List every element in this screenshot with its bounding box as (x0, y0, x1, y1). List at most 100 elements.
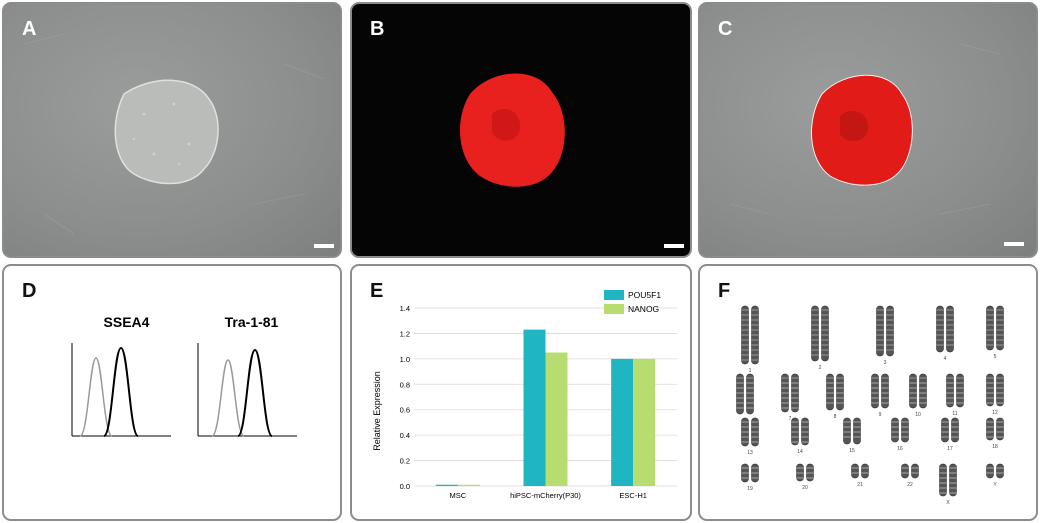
colony-fluorescence (459, 73, 565, 187)
chromosome (871, 373, 879, 409)
x-tick-label: MSC (449, 491, 466, 500)
y-tick-label: 1.2 (400, 329, 410, 338)
chromosome-label: 2 (819, 365, 822, 371)
chromosome (996, 305, 1004, 351)
chromosome-label: 20 (802, 485, 808, 491)
chromosome (986, 417, 994, 441)
chromosome (986, 463, 994, 479)
panel-d: D SSEA4 Tra-1-81 (2, 264, 342, 521)
scale-bar (1004, 242, 1024, 246)
chromosome-label: 4 (944, 356, 947, 362)
chromosome (861, 463, 869, 479)
chromosome-label: 5 (994, 354, 997, 360)
chromosome-label: 3 (884, 360, 887, 366)
chromosome (851, 463, 859, 479)
panel-c: C (698, 2, 1038, 258)
chromosome-label: 11 (952, 411, 957, 417)
chromosome (901, 463, 909, 479)
panel-d-label: D (22, 280, 37, 302)
panel-b: B (350, 2, 692, 258)
chromosome-label: 1 (749, 368, 752, 374)
chromosome (806, 463, 814, 482)
colony-merged (729, 43, 1001, 215)
chromosome (996, 373, 1004, 407)
chromosome-label: 17 (947, 446, 953, 452)
legend-swatch (604, 304, 624, 314)
chromosome (941, 417, 949, 443)
chromosome (746, 373, 754, 415)
y-axis-label: Relative Expression (372, 371, 382, 451)
panel-f: F 12345678910111213141516171819202122XY (698, 264, 1038, 521)
chromosome-label: 13 (747, 450, 753, 456)
karyotype: 12345678910111213141516171819202122XY (736, 305, 1004, 506)
legend-label: NANOG (628, 304, 659, 314)
chromosome-label: Y (993, 482, 997, 488)
chromosome (736, 373, 744, 415)
chromosome-label: 9 (879, 412, 882, 418)
bar-nanog (545, 352, 568, 486)
chromosome (891, 417, 899, 443)
y-tick-label: 0.0 (400, 482, 410, 491)
chromosome (986, 373, 994, 407)
chromosome-label: 22 (907, 482, 913, 488)
y-tick-label: 0.6 (400, 406, 410, 415)
chromosome-label: 10 (915, 412, 921, 418)
y-tick-label: 0.2 (400, 457, 410, 466)
chromosome (919, 373, 927, 409)
histogram-title: Tra-1-81 (224, 314, 279, 330)
chromosome (796, 463, 804, 482)
chromosome-label: 18 (992, 444, 998, 450)
chromosome-label: 19 (747, 486, 753, 492)
legend-swatch (604, 290, 624, 300)
y-tick-label: 0.8 (400, 380, 410, 389)
chromosome (949, 463, 957, 497)
y-tick-label: 1.0 (400, 355, 410, 364)
chromosome (986, 305, 994, 351)
chromosome-label: 15 (849, 448, 855, 454)
chromosome (996, 463, 1004, 479)
chromosome (801, 417, 809, 446)
chromosome-label: 14 (797, 449, 803, 455)
scale-bar (664, 244, 684, 248)
histogram-title: SSEA4 (103, 314, 150, 330)
chromosome (836, 373, 844, 411)
bar-pou5f1 (611, 358, 634, 486)
chromosome (939, 463, 947, 497)
bar-pou5f1 (523, 329, 546, 486)
panel-b-label: B (370, 18, 385, 40)
bar-nanog (457, 484, 480, 486)
chromosome-label: 7 (789, 416, 792, 422)
bar-pou5f1 (435, 484, 458, 486)
chromosome (791, 417, 799, 446)
legend-label: POU5F1 (628, 290, 661, 300)
x-tick-label: ESC-H1 (619, 491, 647, 500)
chromosome-label: 16 (897, 446, 903, 452)
flow-histogram-ssea4 (71, 343, 171, 437)
flow-histogram-tra-1-81 (197, 343, 297, 437)
chromosome (853, 417, 861, 445)
chromosome (936, 305, 944, 353)
chromosome (909, 373, 917, 409)
chromosome (996, 417, 1004, 441)
y-tick-label: 1.4 (400, 304, 410, 313)
chromosome (876, 305, 884, 357)
expression-bar-chart: 0.0 0.2 0.4 0.6 0.8 1.0 1.2 1.4 MSC hiPSC-mCherr… (372, 290, 677, 500)
chromosome (946, 305, 954, 353)
chromosome (951, 417, 959, 443)
panel-a: A (2, 2, 342, 258)
chromosome (811, 305, 819, 362)
panel-f-label: F (718, 280, 731, 302)
chromosome (911, 463, 919, 479)
panel-a-label: A (22, 18, 37, 40)
chromosome (956, 373, 964, 408)
scale-bar (314, 244, 334, 248)
panel-c-label: C (718, 18, 733, 40)
panel-e: E 0.0 0.2 0.4 0.6 0.8 1.0 1.2 1.4 MSC hiPSC-mChe… (350, 264, 692, 521)
chromosome (826, 373, 834, 411)
chromosome (886, 305, 894, 357)
chromosome (843, 417, 851, 445)
chromosome-label: X (946, 500, 950, 506)
chromosome (821, 305, 829, 362)
colony-brightfield (23, 33, 325, 235)
y-tick-label: 0.4 (400, 431, 410, 440)
